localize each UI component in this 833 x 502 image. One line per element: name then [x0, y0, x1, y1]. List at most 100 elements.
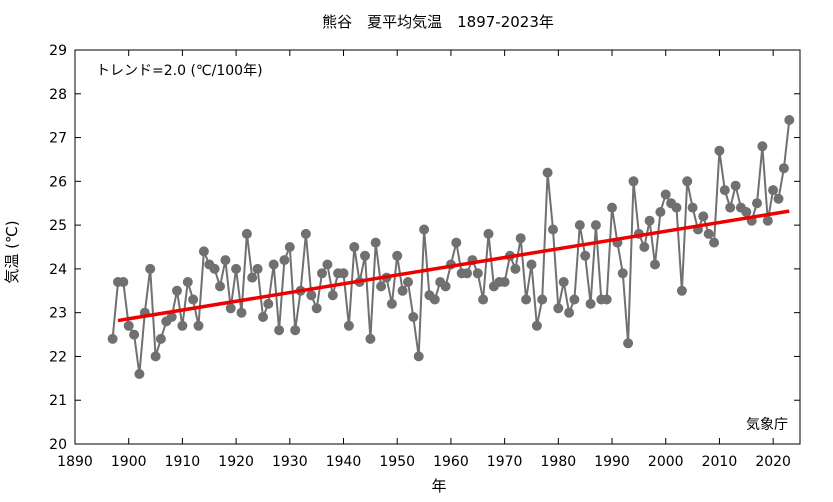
- temperature-point: [784, 115, 795, 125]
- temperature-point: [408, 312, 419, 322]
- temperature-point: [403, 277, 413, 287]
- temperature-point: [660, 189, 671, 200]
- trend-line: [117, 209, 790, 323]
- temperature-point: [709, 237, 720, 248]
- temperature-point: [145, 263, 156, 274]
- x-tick-label: 1960: [433, 454, 469, 470]
- y-axis-label: 気温 (℃): [3, 220, 21, 283]
- temperature-point: [526, 259, 537, 270]
- temperature-point: [166, 312, 177, 322]
- temperature-point: [773, 193, 784, 204]
- temperature-point: [778, 163, 789, 174]
- y-tick-label: 29: [49, 43, 67, 59]
- y-tick-label: 22: [49, 349, 67, 365]
- temperature-point: [193, 320, 204, 331]
- y-tick-label: 21: [49, 393, 67, 409]
- y-tick-label: 26: [49, 174, 67, 190]
- temperature-point: [215, 281, 225, 292]
- temperature-point: [703, 228, 714, 239]
- temperature-point: [274, 325, 285, 336]
- temperature-point: [655, 207, 666, 217]
- temperature-point: [188, 294, 199, 305]
- temperature-point: [129, 329, 140, 340]
- temperature-point: [290, 325, 301, 336]
- x-tick-label: 1950: [379, 454, 415, 470]
- y-tick-label: 24: [49, 262, 67, 278]
- temperature-point: [322, 259, 333, 270]
- temperature-point: [252, 263, 263, 274]
- y-tick-label: 23: [49, 306, 67, 322]
- x-tick-label: 1890: [57, 454, 93, 470]
- chart-title: 熊谷 夏平均気温 1897-2023年: [322, 13, 554, 31]
- temperature-point: [580, 250, 591, 261]
- temperature-point: [639, 242, 650, 252]
- x-tick-label: 1930: [272, 454, 308, 470]
- temperature-point: [392, 250, 403, 261]
- temperature-point: [343, 320, 354, 331]
- temperature-point: [429, 294, 440, 305]
- temperature-point: [247, 272, 258, 283]
- temperature-point: [671, 202, 682, 213]
- temperature-point: [682, 176, 693, 187]
- temperature-point: [134, 369, 145, 379]
- temperature-point: [311, 303, 322, 314]
- temperature-point: [730, 180, 741, 191]
- temperature-point: [499, 277, 510, 287]
- x-tick-label: 1970: [487, 454, 523, 470]
- temperature-series-line: [111, 119, 791, 375]
- temperature-point: [365, 333, 376, 344]
- temperature-point: [757, 141, 768, 152]
- x-tick-label: 2020: [755, 454, 791, 470]
- temperature-point: [209, 263, 220, 274]
- temperature-point: [628, 176, 639, 187]
- temperature-point: [182, 277, 193, 287]
- temperature-point: [719, 185, 730, 196]
- temperature-point: [607, 202, 617, 213]
- temperature-point: [558, 277, 569, 287]
- temperature-point: [768, 185, 779, 196]
- y-tick-label: 25: [49, 218, 67, 234]
- temperature-point: [510, 263, 521, 274]
- temperature-point: [376, 281, 387, 292]
- temperature-point: [569, 294, 580, 305]
- temperature-point: [225, 303, 236, 314]
- temperature-point: [300, 228, 311, 239]
- temperature-point: [537, 294, 548, 305]
- y-tick-label: 27: [49, 131, 67, 147]
- temperature-point: [574, 220, 585, 231]
- temperature-point: [585, 298, 596, 309]
- temperature-point: [590, 220, 601, 231]
- temperature-point: [617, 268, 628, 279]
- temperature-point: [564, 307, 575, 318]
- temperature-point: [268, 259, 279, 270]
- temperature-point: [676, 285, 687, 296]
- temperature-point: [386, 298, 397, 309]
- x-tick-label: 1940: [326, 454, 362, 470]
- temperature-point: [118, 277, 129, 287]
- temperature-point: [397, 285, 408, 296]
- temperature-point: [553, 303, 564, 314]
- y-tick-label: 28: [49, 87, 67, 103]
- temperature-point: [531, 320, 542, 331]
- temperature-point: [762, 215, 773, 226]
- temperature-point: [483, 228, 494, 239]
- temperature-point: [601, 294, 612, 305]
- temperature-point: [198, 246, 209, 257]
- temperature-point: [515, 233, 526, 244]
- temperature-point: [741, 207, 752, 217]
- temperature-point: [548, 224, 558, 235]
- temperature-point: [236, 307, 247, 318]
- temperature-point: [107, 333, 118, 344]
- x-tick-label: 1900: [111, 454, 147, 470]
- temperature-point: [451, 237, 462, 248]
- temperature-point: [472, 268, 483, 279]
- temperature-point: [687, 202, 698, 213]
- x-tick-label: 2010: [702, 454, 738, 470]
- temperature-point: [123, 320, 134, 331]
- temperature-point: [650, 259, 660, 270]
- x-tick-label: 1920: [218, 454, 254, 470]
- temperature-point: [752, 198, 762, 209]
- temperature-point: [725, 202, 736, 213]
- plot-frame: [74, 49, 801, 445]
